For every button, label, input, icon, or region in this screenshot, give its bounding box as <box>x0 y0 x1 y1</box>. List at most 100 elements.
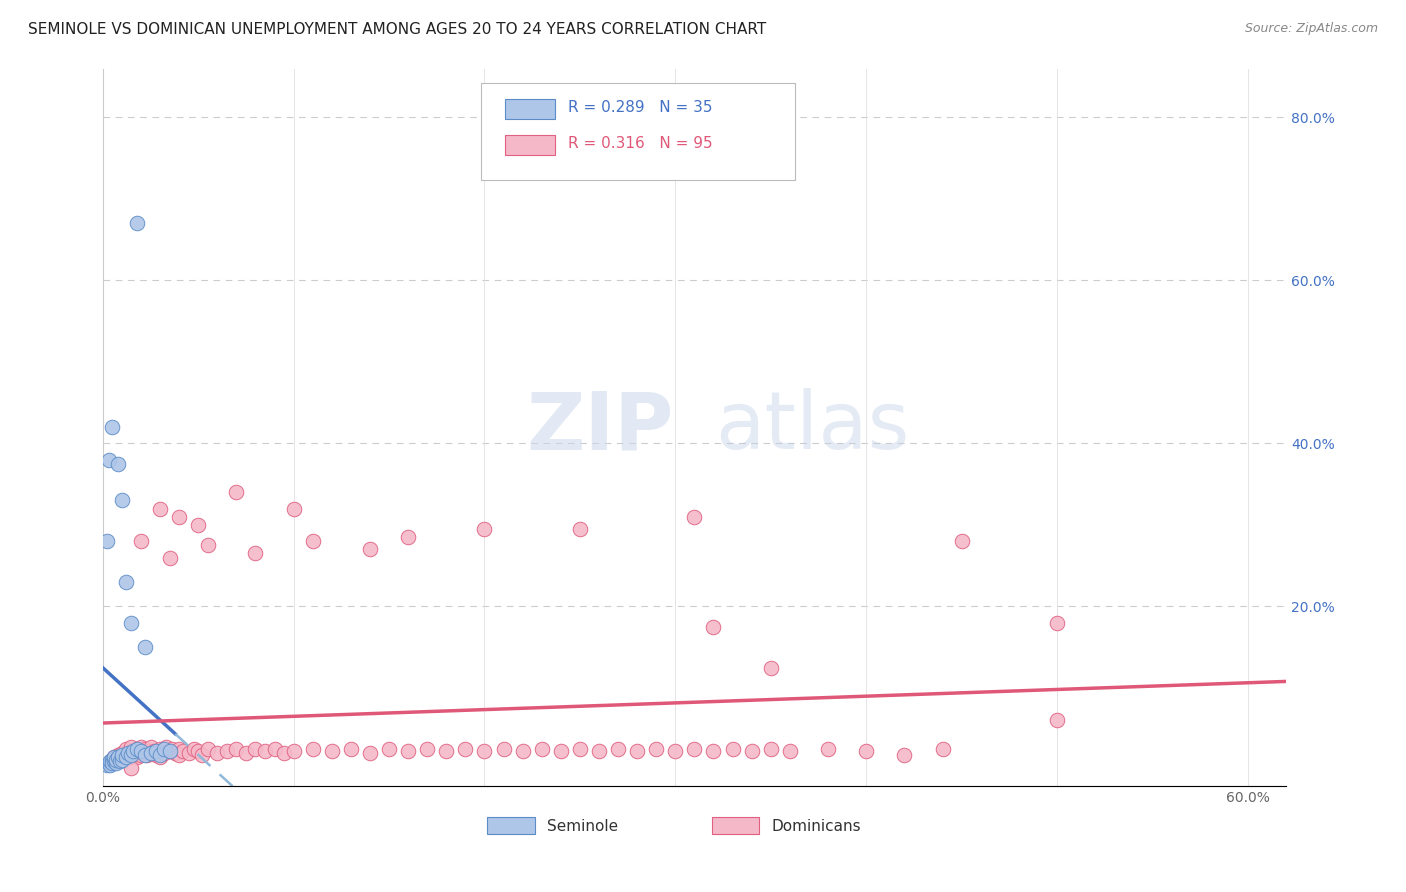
Point <box>931 742 953 756</box>
Point <box>191 747 214 762</box>
Point <box>207 746 229 760</box>
Point <box>187 517 209 532</box>
Point <box>101 753 124 767</box>
Point <box>97 452 120 467</box>
Point <box>683 509 706 524</box>
Point <box>111 753 134 767</box>
Point <box>160 742 183 756</box>
Point <box>301 534 323 549</box>
Point <box>721 742 744 756</box>
Text: Seminole: Seminole <box>547 819 617 834</box>
Point <box>283 744 305 758</box>
Text: Dominicans: Dominicans <box>772 819 860 834</box>
Point <box>197 742 219 756</box>
Point <box>664 744 686 758</box>
Point <box>434 744 457 758</box>
Point <box>100 754 122 768</box>
Point <box>245 546 267 560</box>
Point <box>1046 714 1069 728</box>
Point <box>111 747 134 762</box>
Point <box>103 750 125 764</box>
Point <box>149 750 172 764</box>
Point <box>167 742 190 756</box>
Point <box>607 742 630 756</box>
Point <box>105 754 128 768</box>
Text: ZIP: ZIP <box>526 388 673 467</box>
Point <box>114 747 136 762</box>
Point <box>893 747 915 762</box>
Point <box>779 744 801 758</box>
FancyBboxPatch shape <box>713 816 759 834</box>
Point <box>396 530 419 544</box>
Point <box>107 747 129 762</box>
Point <box>183 742 205 756</box>
Point <box>167 509 190 524</box>
Point <box>149 742 172 756</box>
Point <box>378 742 401 756</box>
Point <box>100 757 122 772</box>
Point <box>197 538 219 552</box>
Point <box>167 747 190 762</box>
Point <box>340 742 363 756</box>
Point <box>128 744 150 758</box>
Point <box>149 501 172 516</box>
Point <box>855 744 877 758</box>
Point <box>141 746 163 760</box>
Point <box>129 744 152 758</box>
Point <box>245 742 267 756</box>
Point <box>177 746 200 760</box>
Point <box>683 742 706 756</box>
Point <box>321 744 343 758</box>
FancyBboxPatch shape <box>505 135 555 154</box>
Point <box>124 747 146 762</box>
Point <box>159 744 181 758</box>
Point <box>122 746 145 760</box>
FancyBboxPatch shape <box>505 99 555 119</box>
Point <box>129 747 152 762</box>
Point <box>129 534 152 549</box>
Point <box>114 574 136 589</box>
Point <box>283 501 305 516</box>
Point <box>111 746 134 760</box>
Point <box>702 620 724 634</box>
Point <box>741 744 763 758</box>
Point <box>153 746 176 760</box>
Point <box>159 744 181 758</box>
Point <box>139 739 162 754</box>
Point <box>97 756 120 770</box>
Point <box>263 742 285 756</box>
Point <box>118 750 141 764</box>
Point <box>512 744 534 758</box>
Point <box>134 742 156 756</box>
Point <box>492 742 515 756</box>
Point <box>396 744 419 758</box>
Point <box>530 742 553 756</box>
Point <box>759 742 782 756</box>
Point <box>101 753 124 767</box>
Point <box>101 420 124 434</box>
Point <box>103 754 125 768</box>
Point <box>416 742 439 756</box>
Point <box>120 761 142 775</box>
Point <box>454 742 477 756</box>
Point <box>127 750 149 764</box>
Point <box>143 744 166 758</box>
Text: atlas: atlas <box>716 388 910 467</box>
Point <box>96 534 118 549</box>
Point <box>172 744 194 758</box>
Point <box>165 746 187 760</box>
Text: Source: ZipAtlas.com: Source: ZipAtlas.com <box>1244 22 1378 36</box>
FancyBboxPatch shape <box>488 816 534 834</box>
Point <box>105 756 128 770</box>
Point <box>122 744 145 758</box>
Point <box>588 744 610 758</box>
Point <box>127 216 149 230</box>
Point <box>950 534 973 549</box>
Point <box>187 744 209 758</box>
Point <box>127 742 149 756</box>
Point <box>155 739 177 754</box>
Point <box>139 746 162 760</box>
Point <box>253 744 276 758</box>
Point <box>101 756 124 770</box>
Point <box>107 750 129 764</box>
